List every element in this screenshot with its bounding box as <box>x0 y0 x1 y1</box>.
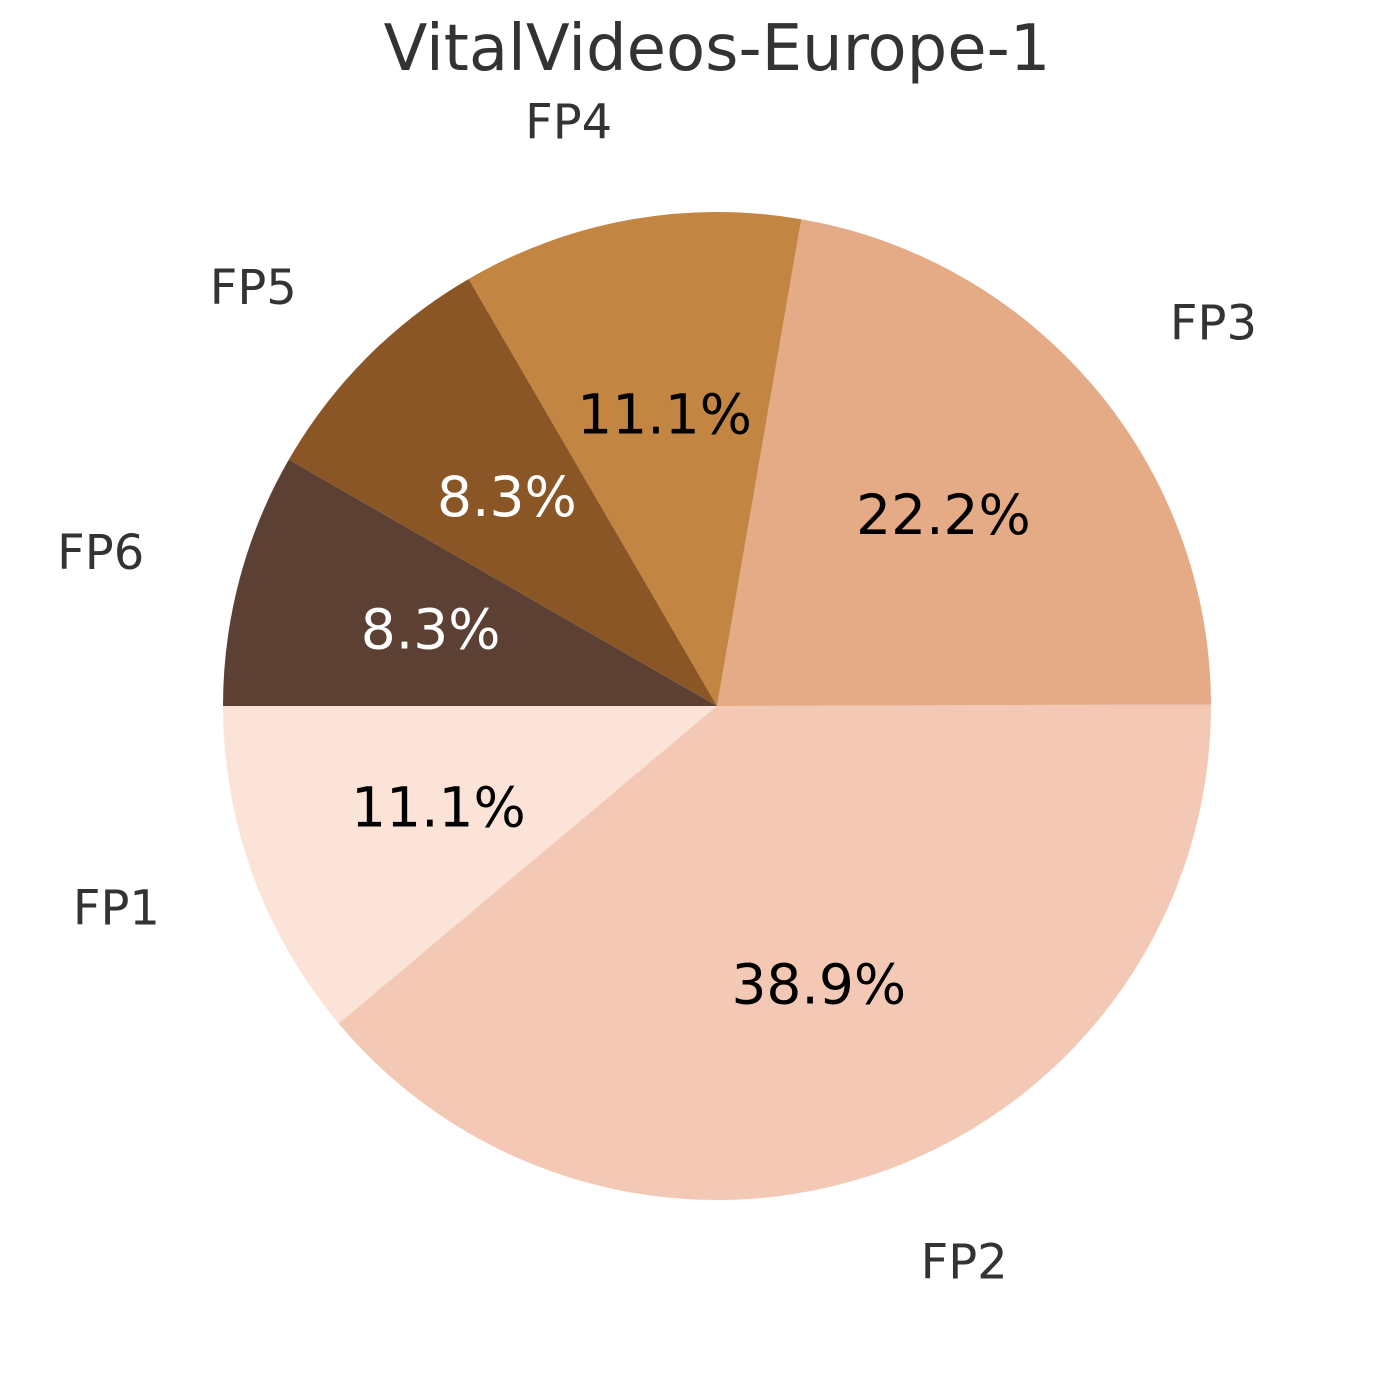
slice-label-fp5: FP5 <box>210 260 297 316</box>
slice-percent-fp4: 11.1% <box>577 382 752 446</box>
slice-label-fp6: FP6 <box>57 525 144 581</box>
pie-slice-fp4 <box>468 212 802 707</box>
pie-labels: FP1 11.1% FP2 38.9% FP3 22.2% FP4 11.1% FP5 8.3% F… <box>57 95 1257 1291</box>
pie-slice-fp1 <box>223 706 717 1024</box>
slice-label-fp4: FP4 <box>525 95 612 151</box>
pie-slices <box>223 212 1211 1201</box>
pie-slice-fp5 <box>288 278 717 706</box>
pie-slice-fp6 <box>223 459 717 706</box>
pie-slice-fp2 <box>338 704 1211 1201</box>
slice-percent-fp3: 22.2% <box>856 483 1031 547</box>
pie-slice-fp3 <box>717 219 1211 706</box>
slice-percent-fp2: 38.9% <box>731 952 906 1016</box>
slice-label-fp1: FP1 <box>73 881 160 937</box>
slice-percent-fp6: 8.3% <box>361 598 501 662</box>
slice-percent-fp5: 8.3% <box>437 465 577 529</box>
slice-label-fp2: FP2 <box>921 1235 1008 1291</box>
chart-title: VitalVideos-Europe-1 <box>384 12 1051 86</box>
slice-percent-fp1: 11.1% <box>351 775 526 839</box>
slice-label-fp3: FP3 <box>1170 296 1257 352</box>
